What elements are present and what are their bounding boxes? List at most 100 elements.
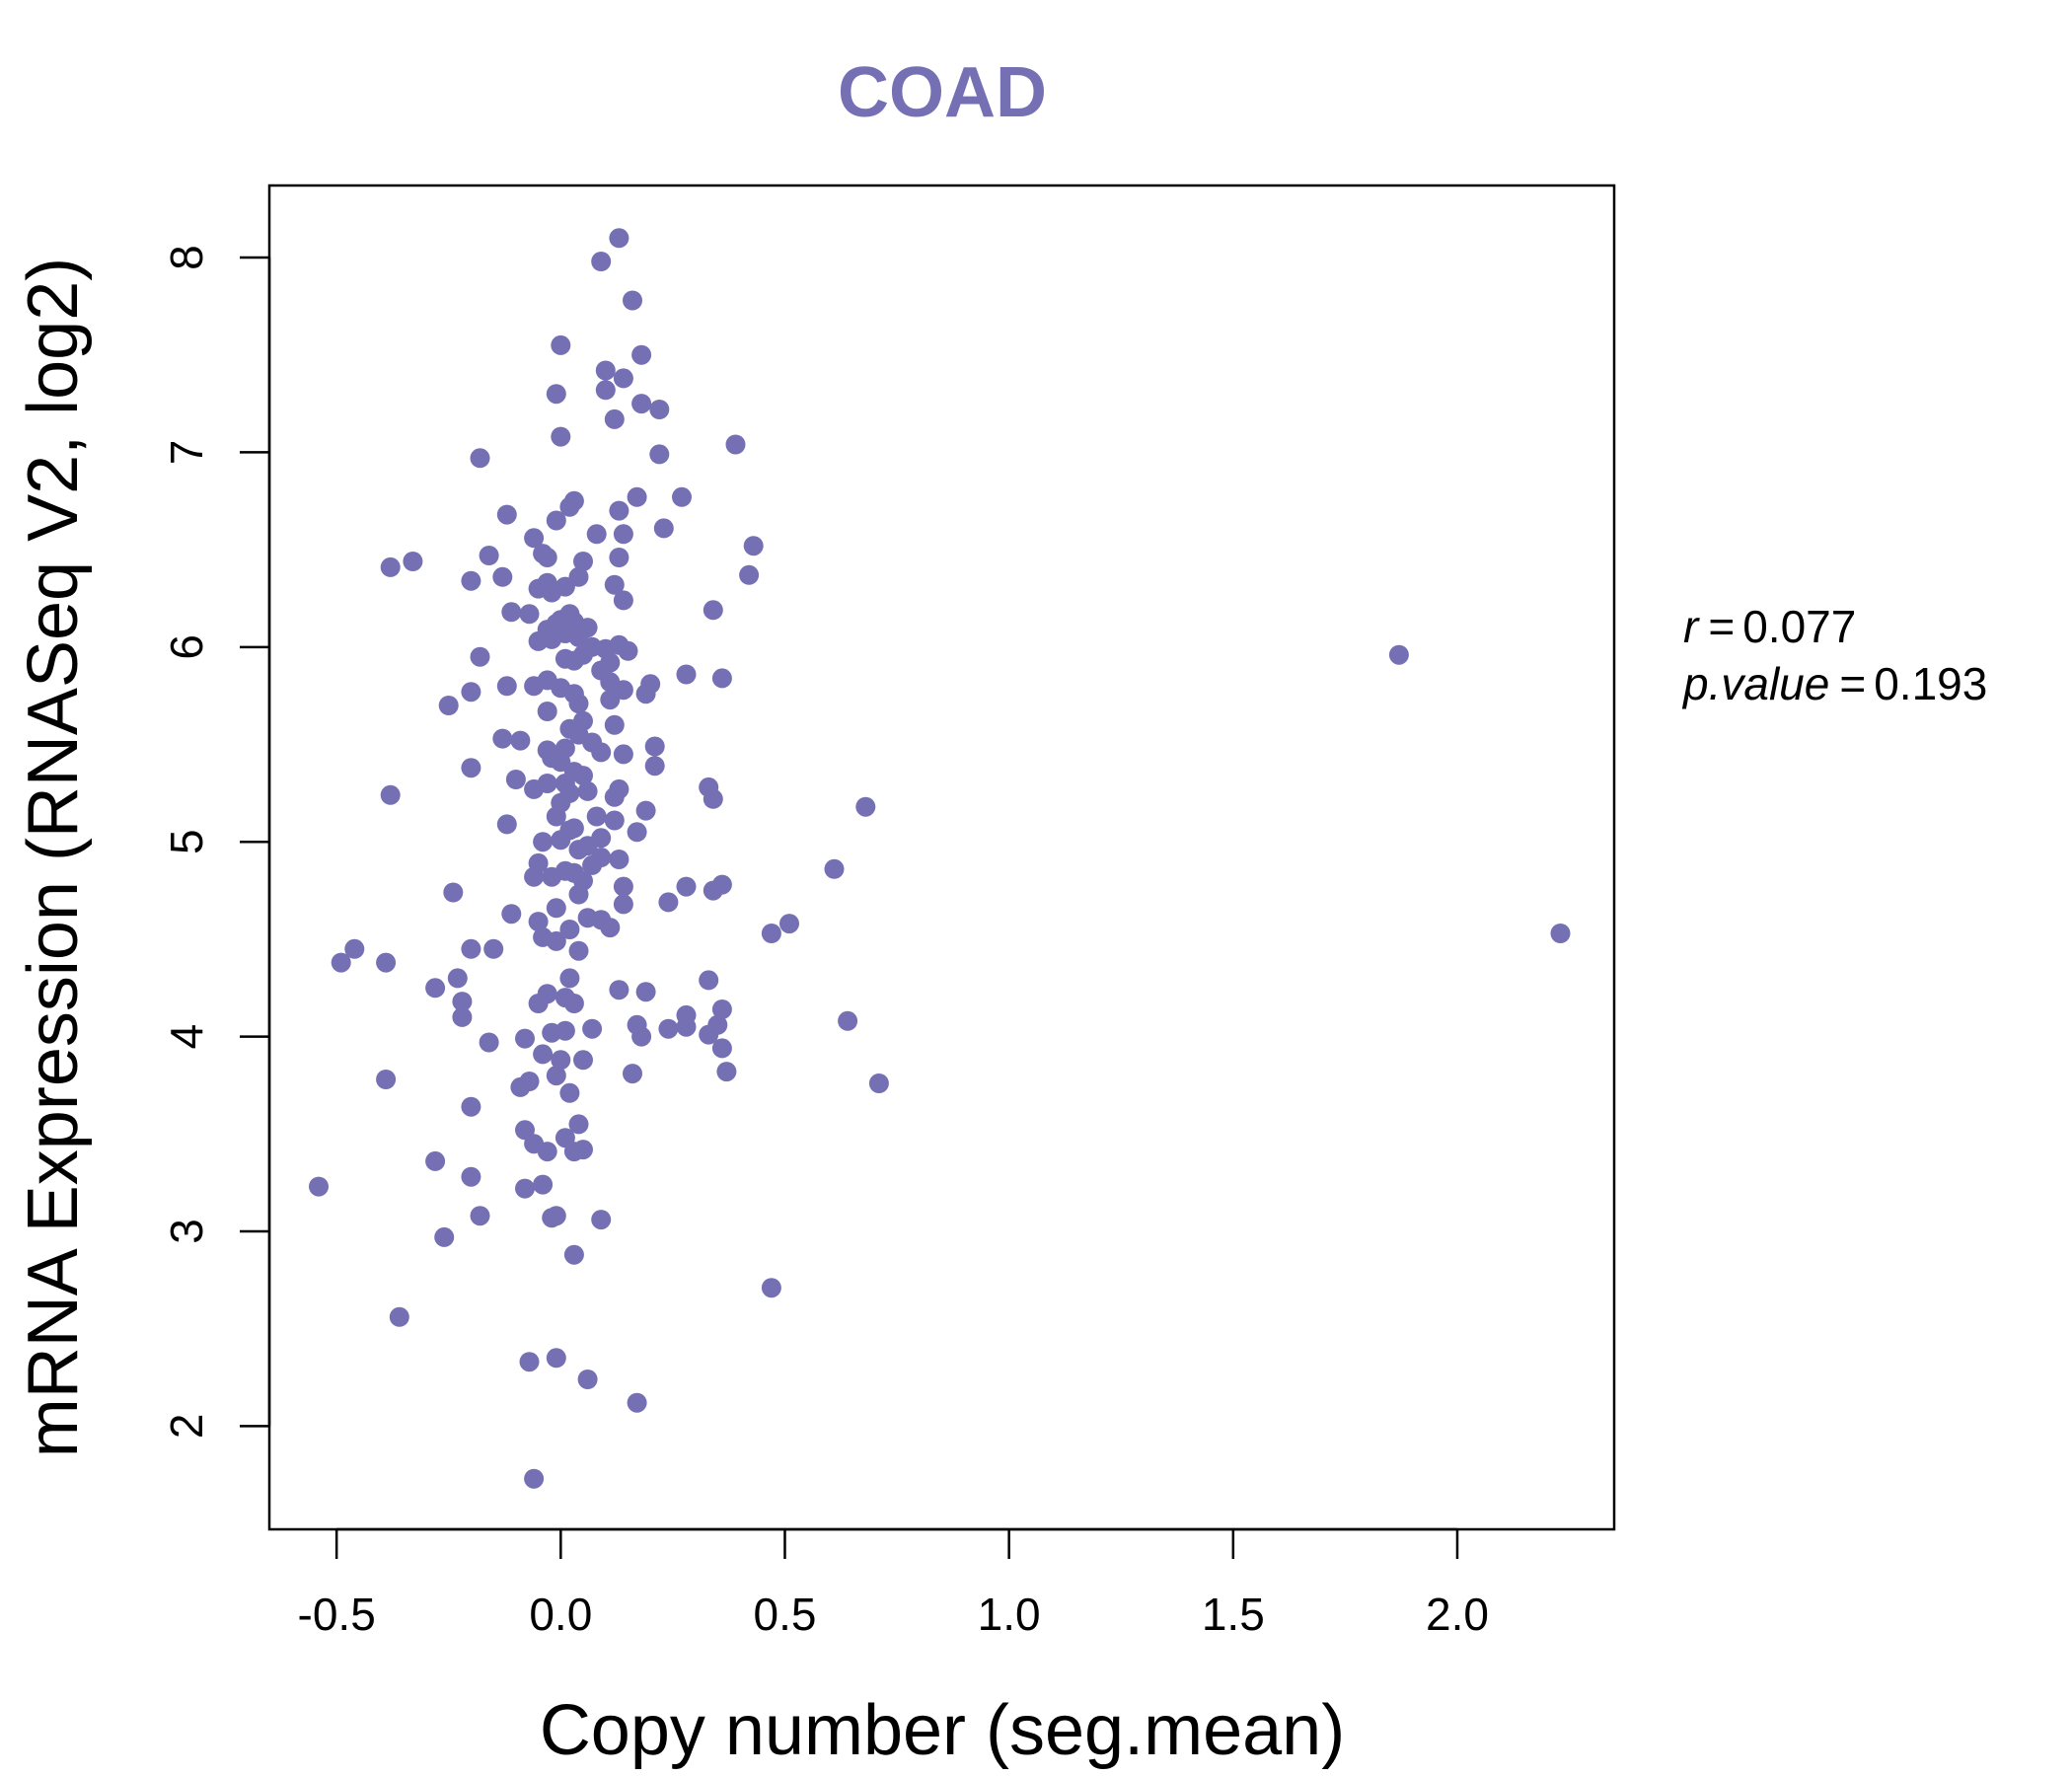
data-point <box>613 876 633 897</box>
data-point <box>761 1278 781 1298</box>
data-point <box>739 564 760 585</box>
data-point <box>546 898 566 919</box>
data-point <box>563 650 584 671</box>
data-point <box>649 400 670 419</box>
data-point <box>470 1206 490 1226</box>
data-point <box>443 882 464 903</box>
x-tick-label: 0.0 <box>529 1589 592 1640</box>
x-tick-label: -0.5 <box>298 1589 376 1640</box>
r-stat-equals: = <box>1708 601 1735 652</box>
data-point <box>376 952 397 973</box>
data-point <box>623 290 642 311</box>
data-point <box>586 806 607 827</box>
data-point <box>627 486 647 507</box>
data-point <box>838 1010 858 1031</box>
data-point <box>600 918 621 938</box>
data-point <box>699 970 719 991</box>
data-point <box>542 1208 562 1228</box>
data-point <box>631 344 652 365</box>
data-point <box>528 630 549 651</box>
data-point <box>524 676 545 697</box>
data-point <box>452 1006 473 1027</box>
data-point <box>389 1306 409 1327</box>
p-value-stat-value: 0.193 <box>1874 658 1987 709</box>
data-point <box>492 566 513 587</box>
data-point <box>470 646 490 667</box>
data-point <box>309 1176 329 1197</box>
data-point <box>551 830 571 851</box>
x-tick-label: 1.5 <box>1202 1589 1265 1640</box>
data-point <box>577 1369 598 1389</box>
data-point <box>586 524 607 545</box>
data-point <box>658 1018 679 1039</box>
data-point <box>501 602 522 623</box>
p-value-stat-equals: = <box>1839 658 1866 709</box>
x-axis-label: Copy number (seg.mean) <box>540 1691 1345 1770</box>
data-point <box>376 1070 397 1089</box>
data-point <box>568 694 589 714</box>
data-point <box>711 1038 732 1059</box>
data-points <box>309 228 1571 1489</box>
data-point <box>595 360 616 381</box>
data-point <box>559 496 580 517</box>
data-point <box>644 756 665 777</box>
data-point <box>672 486 692 507</box>
data-point <box>631 1026 652 1047</box>
data-point <box>635 982 656 1002</box>
data-point <box>546 930 566 951</box>
data-point <box>609 548 629 567</box>
data-point <box>604 786 625 807</box>
data-point <box>613 744 633 765</box>
data-point <box>824 858 845 879</box>
data-point <box>546 806 566 827</box>
chart-title: COAD <box>838 53 1047 132</box>
y-tick-label: 8 <box>161 245 212 270</box>
data-point <box>595 380 616 401</box>
data-point <box>533 1174 554 1195</box>
data-point <box>635 800 656 821</box>
data-point <box>331 952 351 973</box>
data-point <box>631 394 652 414</box>
data-point <box>613 368 633 389</box>
data-point <box>568 840 589 860</box>
data-point <box>461 758 481 778</box>
data-point <box>524 528 545 549</box>
data-point <box>779 914 799 934</box>
data-point <box>546 1348 566 1369</box>
data-point <box>676 1016 697 1037</box>
data-point <box>591 742 612 763</box>
data-point <box>546 1066 566 1086</box>
data-point <box>1550 924 1571 943</box>
data-point <box>551 426 571 447</box>
data-point <box>658 892 679 913</box>
y-tick-label: 5 <box>161 829 212 854</box>
data-point <box>627 822 647 843</box>
data-point <box>716 1062 737 1082</box>
data-point <box>496 504 517 525</box>
data-point <box>510 730 531 751</box>
data-point <box>434 1226 455 1247</box>
data-point <box>855 796 876 817</box>
p-value-stat-label: p.value <box>1681 658 1829 709</box>
p-value-stat: p.value = 0.193 <box>1681 658 1987 709</box>
data-point <box>528 994 549 1013</box>
data-point <box>403 552 423 571</box>
data-point <box>600 690 621 710</box>
data-point <box>635 684 656 704</box>
data-point <box>546 384 566 405</box>
data-point <box>644 736 665 757</box>
data-point <box>627 1392 647 1413</box>
data-point <box>519 604 540 625</box>
data-point <box>425 978 446 999</box>
data-point <box>563 1142 584 1162</box>
x-tick-label: 1.0 <box>978 1589 1041 1640</box>
data-point <box>653 518 674 539</box>
data-point <box>711 668 732 689</box>
data-point <box>505 770 526 789</box>
data-point <box>515 1028 535 1049</box>
data-point <box>537 702 557 721</box>
data-point <box>573 766 593 786</box>
data-point <box>573 552 593 571</box>
data-point <box>542 1022 562 1043</box>
